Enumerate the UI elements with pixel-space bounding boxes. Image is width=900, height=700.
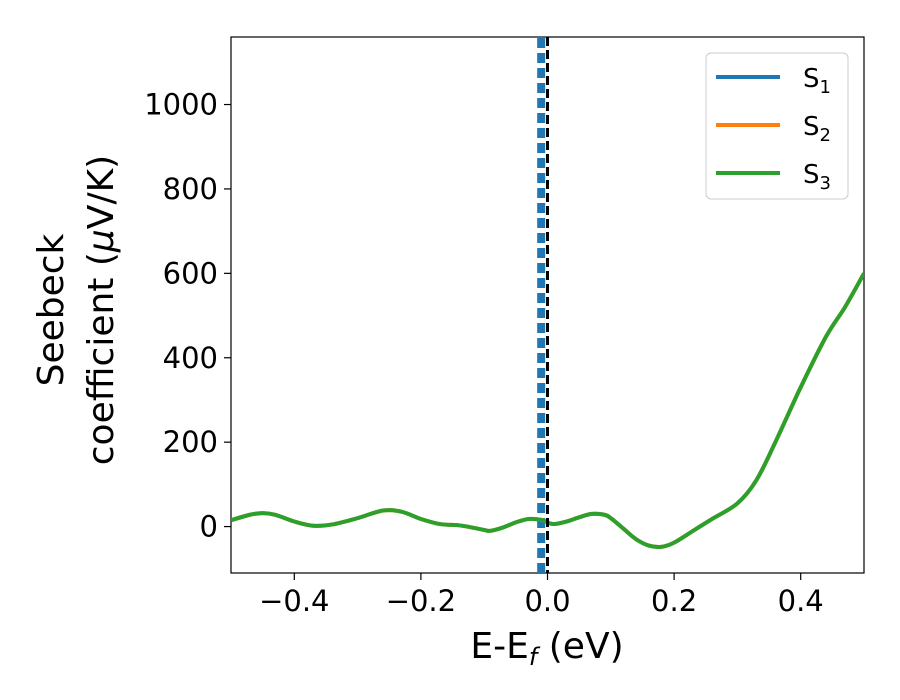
legend-label-s2: S2	[803, 112, 831, 146]
y-tick-label: 1000	[144, 88, 218, 122]
x-tick-label: 0.0	[524, 584, 570, 618]
y-tick-label: 400	[163, 341, 218, 375]
legend-label-s1: S1	[803, 64, 831, 98]
legend-label-s3: S3	[803, 160, 831, 194]
legend: S1 S2 S3	[705, 52, 849, 200]
y-tick-label: 200	[163, 425, 218, 459]
y-axis-label-line1: Seebeck	[31, 233, 72, 386]
y-tick-label: 600	[163, 256, 218, 290]
x-axis-label: E-Ef (eV)	[470, 626, 623, 671]
x-tick-label: 0.4	[778, 584, 824, 618]
x-tick-label: 0.2	[651, 584, 697, 618]
y-ticks: 0 200 400 600 800 1000	[144, 88, 231, 544]
x-ticks: −0.4 −0.2 0.0 0.2 0.4	[259, 573, 824, 618]
plot-layer	[231, 37, 864, 573]
y-axis-label-line2: coefficient (μV/K)	[81, 155, 122, 465]
y-tick-label: 800	[163, 172, 218, 206]
x-tick-label: −0.2	[386, 584, 456, 618]
x-tick-label: −0.4	[259, 584, 329, 618]
y-tick-label: 0	[200, 510, 218, 544]
